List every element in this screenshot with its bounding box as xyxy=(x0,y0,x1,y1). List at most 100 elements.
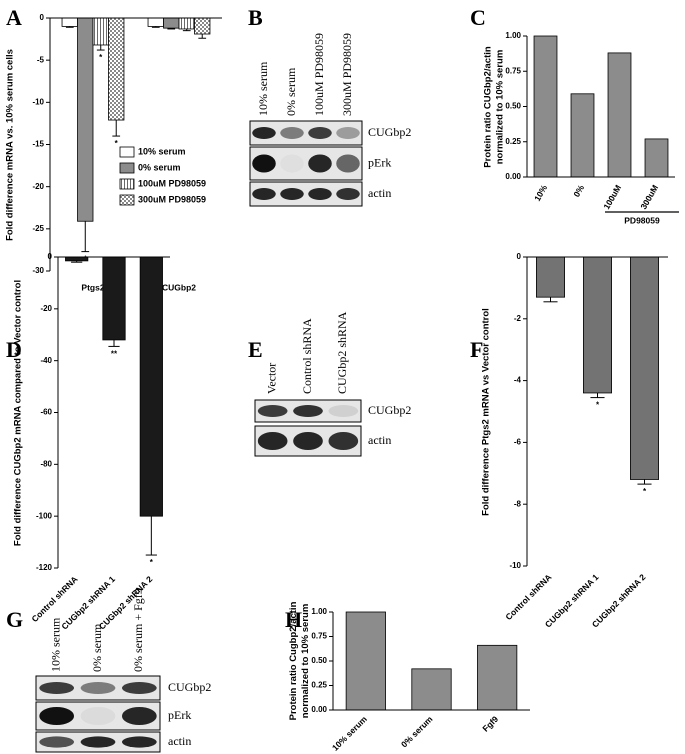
y-tick-label: -10 xyxy=(509,561,521,570)
y-tick-label: -40 xyxy=(40,356,52,365)
blot-band xyxy=(293,405,323,417)
y-tick-label: 0.00 xyxy=(505,172,521,181)
row-label: CUGbp2 xyxy=(368,125,411,139)
legend-label: 10% serum xyxy=(138,146,186,156)
significance-mark: * xyxy=(596,401,600,410)
bar xyxy=(61,17,78,27)
x-tick-label: 0% xyxy=(571,183,586,199)
y-axis-label: Protein ratio CUGbp2/actin normalized to… xyxy=(482,45,505,168)
legend-label: 300uM PD98059 xyxy=(138,194,206,204)
panel-letter: C xyxy=(470,5,486,30)
lane-label: 0% serum xyxy=(90,623,104,672)
bar xyxy=(194,17,211,35)
blot-band xyxy=(293,432,323,450)
bar xyxy=(108,17,125,121)
lane-label: 10% serum xyxy=(48,617,62,672)
bar xyxy=(536,256,566,298)
y-tick-label: 0.75 xyxy=(311,632,327,641)
x-tick-label: Control shRNA xyxy=(503,572,553,622)
bar xyxy=(102,256,126,341)
blot-band xyxy=(252,188,276,200)
bar xyxy=(477,644,518,711)
blot-band xyxy=(280,188,304,200)
y-tick-label: -20 xyxy=(32,182,44,191)
x-tick-label: Fgf9 xyxy=(480,714,500,734)
y-tick-label: 1.00 xyxy=(505,31,521,40)
row-label: CUGbp2 xyxy=(168,680,211,694)
y-tick-label: 1.00 xyxy=(311,607,327,616)
y-tick-label: 0.25 xyxy=(505,137,521,146)
blot-band xyxy=(257,405,288,417)
x-tick-label: 300uM xyxy=(638,183,660,211)
x-tick-label: 10% xyxy=(532,183,549,203)
y-tick-label: -2 xyxy=(514,314,522,323)
y-tick-label: -25 xyxy=(32,224,44,233)
y-tick-label: -30 xyxy=(32,266,44,275)
y-axis-label: Protein ratio Cugbp2/actin normalized to… xyxy=(288,601,311,721)
legend-label: 0% serum xyxy=(138,162,181,172)
lane-label: CUGbp2 shRNA xyxy=(335,311,349,394)
lane-label: 0% serum xyxy=(284,67,298,116)
blot-band xyxy=(39,707,75,725)
lane-label: Control shRNA xyxy=(300,318,314,394)
blot-band xyxy=(80,736,116,748)
blot-band xyxy=(336,154,360,173)
bar xyxy=(147,17,164,27)
legend-swatch xyxy=(119,146,135,158)
row-label: actin xyxy=(368,186,391,200)
bar xyxy=(570,93,595,178)
lane-label: 10% serum xyxy=(256,61,270,116)
blot-band xyxy=(328,405,359,417)
blot-band xyxy=(308,188,332,200)
bar xyxy=(77,17,94,222)
row-label: actin xyxy=(368,433,391,447)
x-tick-label: 0% serum xyxy=(399,714,435,750)
panel-letter: F xyxy=(470,337,483,362)
bar xyxy=(644,138,669,178)
bar xyxy=(139,256,163,517)
blot-band xyxy=(257,432,288,450)
y-tick-label: -8 xyxy=(514,499,522,508)
row-label: CUGbp2 xyxy=(368,403,411,417)
y-tick-label: 0.50 xyxy=(505,102,521,111)
bar xyxy=(92,17,109,46)
panel-letter: H xyxy=(285,607,302,632)
x-tick-label: 10% serum xyxy=(330,714,369,753)
bar xyxy=(583,256,613,394)
row-label: actin xyxy=(168,734,191,748)
blot-band xyxy=(308,154,332,173)
bar xyxy=(178,17,195,30)
blot-band xyxy=(280,155,304,173)
y-tick-label: 0 xyxy=(517,252,522,261)
blot-band xyxy=(80,707,116,725)
blot-band xyxy=(121,682,157,694)
y-tick-label: 0.75 xyxy=(505,66,521,75)
y-tick-label: -20 xyxy=(40,304,52,313)
blot-band xyxy=(121,707,157,725)
blot-band xyxy=(80,682,116,694)
blot-band xyxy=(252,127,276,139)
y-tick-label: -4 xyxy=(514,376,522,385)
y-tick-label: -120 xyxy=(36,563,53,572)
y-tick-label: -6 xyxy=(514,438,522,447)
lane-label: Vector xyxy=(264,363,278,394)
significance-mark: ** xyxy=(111,350,118,359)
significance-mark: * xyxy=(115,139,119,148)
blot-band xyxy=(39,736,75,748)
significance-mark: * xyxy=(99,53,103,62)
blot-band xyxy=(252,154,276,173)
panel-letter: G xyxy=(6,607,23,632)
bar xyxy=(345,611,386,711)
lane-label: 0% serum + Fgf9 xyxy=(131,588,145,672)
blot-band xyxy=(308,127,332,139)
bar xyxy=(607,52,632,178)
y-axis-label: Fold difference CUGbp2 mRNA compared to … xyxy=(12,279,23,546)
lane-label: 100uM PD98059 xyxy=(312,33,326,116)
y-tick-label: 0.50 xyxy=(311,656,327,665)
x-tick-label: CUGbp2 xyxy=(162,282,196,292)
row-label: pErk xyxy=(168,708,191,722)
blot-band xyxy=(39,682,75,694)
group-label: PD98059 xyxy=(624,215,660,225)
